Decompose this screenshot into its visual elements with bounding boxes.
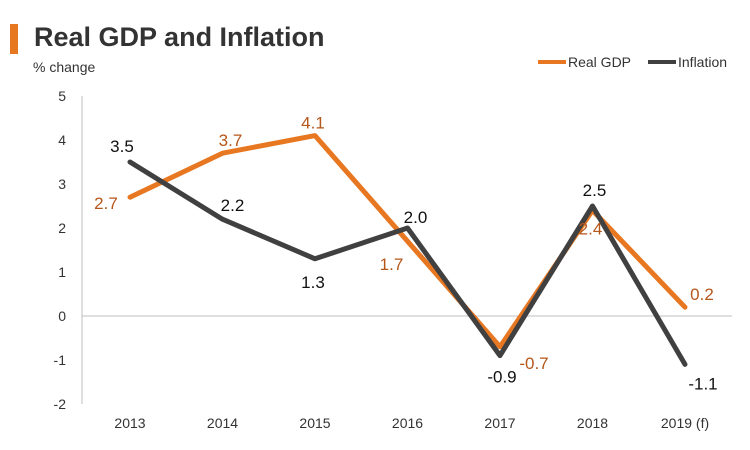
- y-tick-label: -1: [54, 352, 67, 368]
- chart-title: Real GDP and Inflation: [34, 22, 325, 52]
- data-label-inflation: -0.9: [487, 368, 516, 387]
- x-tick-label: 2019 (f): [661, 415, 709, 431]
- chart-legend: Real GDP Inflation: [538, 54, 727, 70]
- data-label-inflation: 2.0: [404, 208, 428, 227]
- x-tick-label: 2015: [299, 415, 330, 431]
- y-tick-label: 0: [58, 308, 66, 324]
- y-tick-label: 1: [58, 264, 66, 280]
- data-label-real-gdp: 1.7: [380, 255, 404, 274]
- data-label-real-gdp: 2.7: [94, 194, 118, 213]
- data-label-real-gdp: 4.1: [301, 114, 325, 133]
- data-label-real-gdp: -0.7: [519, 354, 548, 373]
- data-label-inflation: 2.5: [583, 181, 607, 200]
- chart-axes: 5 4 3 2 1 0 -1 -2 2013 2014 2015 2016 2017 2018 2019 (…: [54, 88, 732, 431]
- y-tick-label: 3: [58, 176, 66, 192]
- title-accent-bar: [10, 24, 18, 54]
- x-tick-label: 2014: [207, 415, 238, 431]
- x-tick-label: 2017: [484, 415, 515, 431]
- y-tick-label: 4: [58, 132, 66, 148]
- y-tick-label: 2: [58, 220, 66, 236]
- legend-label-real-gdp: Real GDP: [568, 54, 631, 70]
- data-label-inflation: -1.1: [688, 374, 717, 393]
- data-label-real-gdp: 3.7: [219, 131, 243, 150]
- chart-lines: [127, 133, 688, 367]
- x-tick-label: 2013: [114, 415, 145, 431]
- data-label-inflation: 1.3: [301, 273, 325, 292]
- data-label-inflation: 3.5: [110, 137, 134, 156]
- y-tick-label: 5: [58, 88, 66, 104]
- y-tick-label: -2: [54, 396, 67, 412]
- x-tick-label: 2018: [577, 415, 608, 431]
- x-tick-label: 2016: [392, 415, 423, 431]
- legend-label-inflation: Inflation: [678, 54, 727, 70]
- chart-data-labels: 2.7 3.7 4.1 1.7 -0.7 2.4 0.2 3.5 2.2 1.3 2.0 -0.9 2.…: [94, 114, 717, 394]
- data-label-real-gdp: 0.2: [690, 285, 714, 304]
- data-label-real-gdp: 2.4: [579, 219, 603, 238]
- series-line-inflation: [127, 159, 688, 367]
- data-label-inflation: 2.2: [221, 196, 245, 215]
- series-line-real-gdp: [127, 133, 688, 350]
- y-axis-unit-label: % change: [33, 59, 96, 75]
